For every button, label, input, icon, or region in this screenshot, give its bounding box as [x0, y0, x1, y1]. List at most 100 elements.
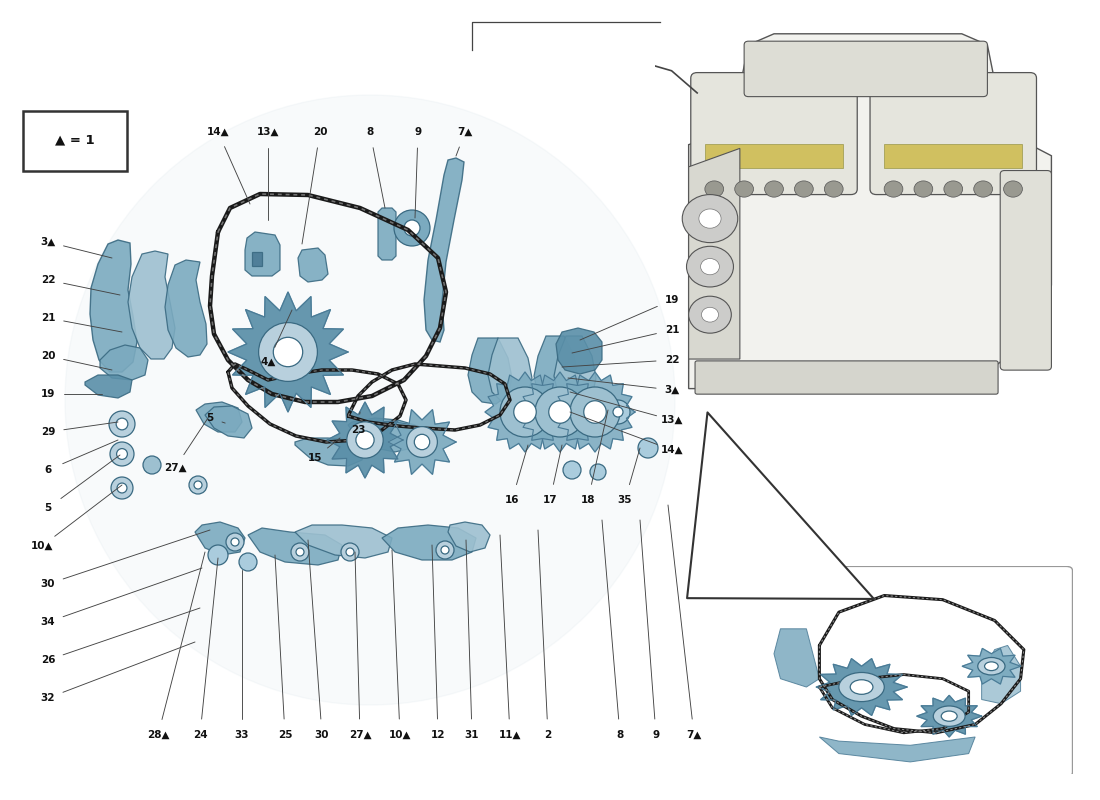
Text: 21: 21 [41, 313, 55, 323]
Text: 33: 33 [234, 730, 250, 740]
Polygon shape [90, 240, 138, 372]
Text: 19: 19 [664, 295, 679, 305]
Text: 7▲: 7▲ [686, 730, 702, 740]
Polygon shape [252, 252, 262, 266]
Text: 22: 22 [664, 355, 680, 365]
Circle shape [292, 543, 309, 561]
Polygon shape [295, 438, 365, 466]
Polygon shape [205, 406, 252, 438]
Text: 10▲: 10▲ [31, 541, 53, 551]
Text: 14▲: 14▲ [207, 127, 229, 137]
Circle shape [514, 401, 537, 423]
Circle shape [590, 464, 606, 480]
Text: 19: 19 [41, 389, 55, 399]
Polygon shape [195, 522, 245, 555]
Text: 18: 18 [581, 495, 595, 505]
Text: 30: 30 [41, 579, 55, 589]
Circle shape [346, 422, 383, 458]
Polygon shape [128, 251, 175, 359]
Polygon shape [534, 336, 578, 406]
Circle shape [356, 431, 374, 449]
Text: 3▲: 3▲ [664, 385, 680, 395]
Text: 9: 9 [415, 127, 421, 137]
Text: 17: 17 [542, 495, 558, 505]
Polygon shape [378, 208, 396, 260]
Circle shape [436, 541, 454, 559]
Polygon shape [298, 248, 328, 282]
Circle shape [239, 553, 257, 571]
Text: 13▲: 13▲ [256, 127, 279, 137]
Circle shape [407, 426, 438, 458]
Text: ▲ = 1: ▲ = 1 [55, 134, 95, 146]
Circle shape [441, 546, 449, 554]
Circle shape [208, 545, 228, 565]
Polygon shape [424, 158, 464, 342]
Text: 22: 22 [41, 275, 55, 285]
Circle shape [606, 400, 630, 424]
Text: 8: 8 [366, 127, 374, 137]
Polygon shape [388, 410, 456, 474]
Text: 5: 5 [44, 503, 52, 513]
Text: 23: 23 [351, 425, 365, 435]
Text: 5: 5 [207, 413, 213, 423]
Polygon shape [554, 336, 596, 406]
Circle shape [273, 338, 303, 366]
Text: 2: 2 [544, 730, 551, 740]
Circle shape [613, 407, 623, 417]
Circle shape [549, 401, 571, 423]
Circle shape [563, 461, 581, 479]
Circle shape [346, 548, 354, 556]
Polygon shape [85, 375, 132, 398]
Text: 24: 24 [192, 730, 207, 740]
Circle shape [117, 449, 128, 459]
Text: 27▲: 27▲ [349, 730, 372, 740]
Circle shape [394, 210, 430, 246]
Circle shape [65, 95, 675, 705]
Circle shape [194, 481, 202, 489]
Text: 3▲: 3▲ [41, 237, 56, 247]
Circle shape [404, 220, 420, 236]
Text: 20: 20 [312, 127, 328, 137]
Polygon shape [348, 418, 420, 452]
Circle shape [500, 387, 550, 437]
Circle shape [415, 434, 430, 450]
Text: 11▲: 11▲ [498, 730, 521, 740]
Polygon shape [382, 525, 476, 560]
Text: 10▲: 10▲ [388, 730, 411, 740]
Text: 26: 26 [41, 655, 55, 665]
Polygon shape [556, 328, 602, 374]
Polygon shape [228, 292, 348, 412]
Circle shape [231, 538, 239, 546]
Circle shape [109, 411, 135, 437]
Text: 27▲: 27▲ [164, 463, 186, 473]
Text: 29: 29 [41, 427, 55, 437]
Text: 20: 20 [41, 351, 55, 361]
Text: 21: 21 [664, 325, 680, 335]
Text: 25: 25 [277, 730, 293, 740]
Text: 4▲: 4▲ [261, 357, 276, 367]
Circle shape [584, 401, 606, 423]
Text: 31: 31 [464, 730, 480, 740]
Polygon shape [520, 372, 600, 452]
Text: 16: 16 [505, 495, 519, 505]
Text: 34: 34 [41, 617, 55, 627]
Polygon shape [100, 345, 148, 380]
Circle shape [226, 533, 244, 551]
Text: 7▲: 7▲ [458, 127, 473, 137]
Circle shape [570, 387, 620, 437]
Circle shape [143, 456, 161, 474]
Circle shape [110, 442, 134, 466]
Text: 32: 32 [41, 693, 55, 703]
Polygon shape [196, 402, 242, 432]
Polygon shape [448, 522, 490, 552]
Circle shape [111, 477, 133, 499]
Text: 30: 30 [315, 730, 329, 740]
Polygon shape [485, 372, 565, 452]
Text: 6: 6 [44, 465, 52, 475]
Circle shape [535, 387, 585, 437]
Polygon shape [468, 338, 512, 404]
FancyBboxPatch shape [23, 111, 126, 171]
Circle shape [117, 483, 126, 493]
Text: 13▲: 13▲ [661, 415, 683, 425]
Polygon shape [488, 338, 532, 404]
